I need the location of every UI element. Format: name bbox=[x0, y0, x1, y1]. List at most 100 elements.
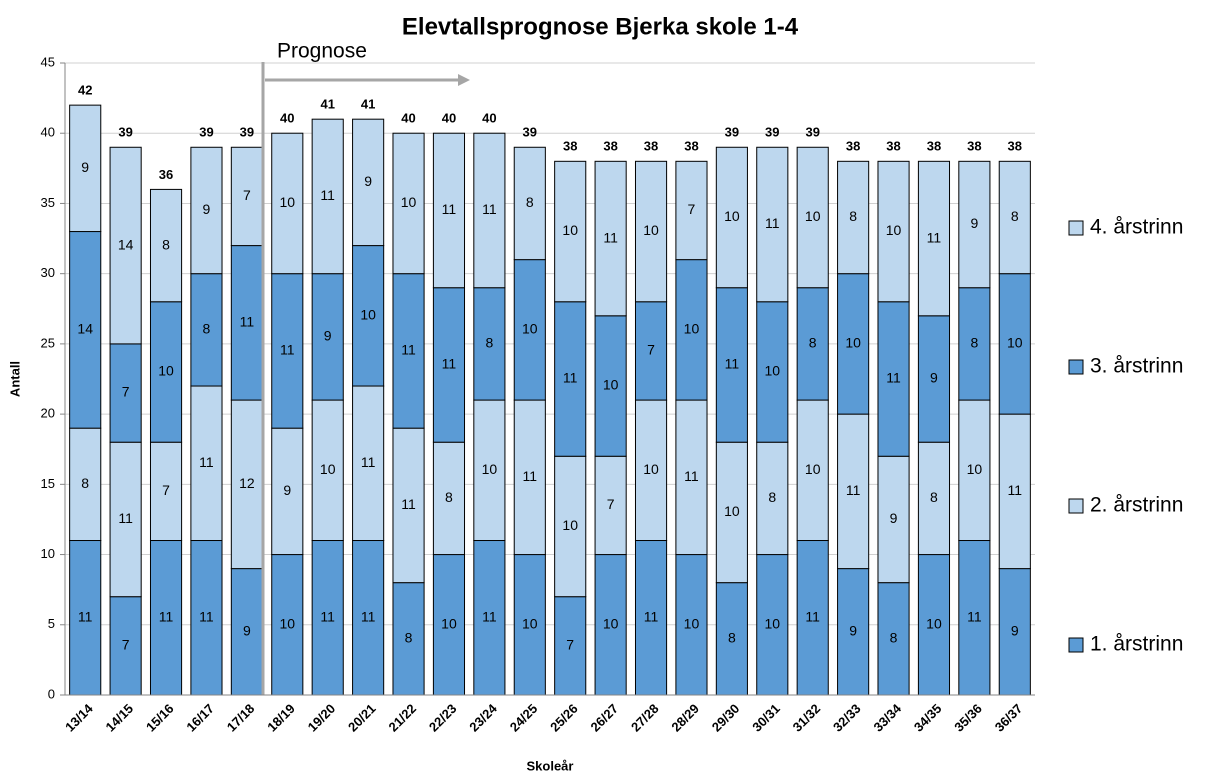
total-label: 41 bbox=[361, 97, 375, 112]
data-label: 11 bbox=[159, 608, 174, 624]
bar-segment bbox=[917, 315, 951, 443]
total-label: 39 bbox=[118, 125, 132, 140]
data-label: 11 bbox=[603, 229, 618, 245]
bar-segment bbox=[311, 540, 344, 696]
total-label: 40 bbox=[482, 111, 496, 126]
data-label: 11 bbox=[361, 454, 376, 470]
bar-segment bbox=[877, 582, 910, 696]
bar-segment bbox=[432, 287, 466, 443]
total-label: 39 bbox=[725, 125, 739, 140]
y-tick-label: 10 bbox=[41, 546, 55, 561]
data-label: 10 bbox=[401, 194, 417, 210]
data-label: 8 bbox=[1011, 208, 1019, 224]
data-label: 9 bbox=[890, 510, 898, 526]
data-label: 10 bbox=[926, 615, 942, 631]
bars: 11 8 14 9 7 11 7 14 11 7 10 8 11 11 8 9 9 12 11 7 10 9 11 10 11 1… bbox=[69, 104, 1031, 696]
data-label: 9 bbox=[970, 215, 978, 231]
y-tick-label: 35 bbox=[41, 195, 55, 210]
bar-segment bbox=[594, 455, 627, 556]
legend-label: 3. årstrinn bbox=[1090, 355, 1183, 378]
x-tick-label: 24/25 bbox=[507, 701, 541, 735]
data-label: 8 bbox=[930, 489, 938, 505]
x-tick-label: 31/32 bbox=[790, 701, 824, 735]
x-tick-label: 26/27 bbox=[588, 701, 622, 735]
bar-segment bbox=[432, 554, 466, 696]
bar-segment bbox=[311, 118, 344, 275]
data-label: 8 bbox=[405, 630, 413, 646]
data-label: 9 bbox=[1011, 623, 1019, 639]
data-label: 8 bbox=[849, 208, 857, 224]
data-label: 11 bbox=[199, 454, 214, 470]
data-label: 11 bbox=[199, 608, 214, 624]
data-label: 11 bbox=[846, 482, 861, 498]
bar-segment bbox=[149, 301, 183, 443]
forecast-arrow-head bbox=[458, 74, 470, 86]
data-label: 11 bbox=[401, 342, 416, 358]
data-label: 8 bbox=[728, 630, 736, 646]
data-label: 9 bbox=[849, 623, 857, 639]
total-label: 38 bbox=[967, 139, 981, 154]
data-label: 11 bbox=[280, 342, 295, 358]
data-label: 10 bbox=[643, 461, 659, 477]
bar-segment bbox=[958, 287, 991, 401]
bar-segment bbox=[513, 399, 546, 556]
data-label: 10 bbox=[684, 615, 700, 631]
data-label: 7 bbox=[607, 496, 615, 512]
x-tick-label: 34/35 bbox=[911, 701, 945, 735]
data-label: 11 bbox=[725, 356, 740, 372]
data-label: 7 bbox=[122, 384, 130, 400]
data-label: 11 bbox=[442, 356, 457, 372]
data-label: 8 bbox=[81, 475, 89, 491]
data-label: 11 bbox=[967, 608, 982, 624]
bar-segment bbox=[271, 132, 304, 275]
x-tick-label: 14/15 bbox=[103, 701, 137, 735]
data-label: 14 bbox=[118, 236, 134, 252]
data-label: 10 bbox=[522, 615, 538, 631]
total-label: 41 bbox=[320, 97, 334, 112]
data-label: 10 bbox=[522, 321, 538, 337]
data-label: 9 bbox=[364, 173, 372, 189]
bar-segment bbox=[796, 287, 829, 401]
bar-segment bbox=[109, 343, 142, 443]
legend-swatch bbox=[1068, 498, 1084, 514]
data-label: 9 bbox=[243, 623, 251, 639]
bar-segment bbox=[715, 441, 748, 584]
data-label: 12 bbox=[239, 475, 255, 491]
data-label: 9 bbox=[930, 370, 938, 386]
bar-segment bbox=[230, 146, 263, 247]
data-label: 10 bbox=[886, 222, 902, 238]
total-label: 42 bbox=[78, 83, 92, 98]
bar-segment bbox=[796, 146, 829, 289]
bar-segment bbox=[998, 568, 1031, 696]
data-label: 8 bbox=[768, 489, 776, 505]
data-label: 11 bbox=[927, 229, 942, 245]
x-tick-label: 33/34 bbox=[870, 700, 904, 734]
data-label: 8 bbox=[203, 321, 211, 337]
bar-segment bbox=[149, 441, 183, 542]
data-label: 9 bbox=[81, 159, 89, 175]
bar-segment bbox=[432, 132, 466, 289]
bar-segment bbox=[877, 160, 910, 303]
total-label: 40 bbox=[401, 111, 415, 126]
bar-segment bbox=[958, 399, 991, 542]
data-label: 11 bbox=[765, 215, 780, 231]
total-label: 38 bbox=[563, 139, 577, 154]
data-label: 7 bbox=[647, 342, 655, 358]
data-label: 9 bbox=[324, 328, 332, 344]
bar-segment bbox=[473, 132, 506, 289]
data-label: 11 bbox=[684, 468, 699, 484]
data-label: 7 bbox=[122, 637, 130, 653]
x-tick-label: 13/14 bbox=[62, 700, 96, 734]
x-tick-label: 25/26 bbox=[547, 701, 581, 735]
data-label: 11 bbox=[78, 608, 93, 624]
bar-segment bbox=[675, 554, 708, 696]
bar-segment bbox=[109, 596, 142, 696]
data-label: 8 bbox=[970, 335, 978, 351]
bar-segment bbox=[392, 427, 425, 584]
legend-label: 1. årstrinn bbox=[1090, 633, 1183, 656]
bar-segment bbox=[69, 427, 102, 542]
y-tick-label: 45 bbox=[41, 54, 55, 69]
chart-title: Elevtallsprognose Bjerka skole 1-4 bbox=[402, 13, 799, 40]
data-label: 10 bbox=[967, 461, 983, 477]
total-label: 39 bbox=[523, 125, 537, 140]
